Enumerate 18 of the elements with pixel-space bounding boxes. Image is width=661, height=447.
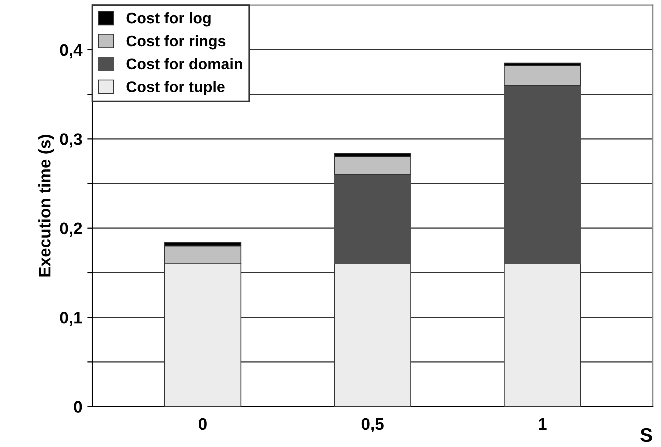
legend-label: Cost for rings xyxy=(126,35,226,50)
y-tick-label: 0 xyxy=(74,401,82,413)
y-tick-label: 0,3 xyxy=(60,134,82,148)
bar xyxy=(334,174,412,264)
legend-label: Cost for domain xyxy=(126,58,242,70)
bar xyxy=(504,85,582,264)
y-tick-label: 0,1 xyxy=(60,312,82,326)
x-tick-label: 0 xyxy=(198,418,207,430)
y-tick-label: 0,4 xyxy=(60,44,83,59)
x-tick-label: 0,5 xyxy=(362,418,384,433)
x-tick-label: 1 xyxy=(539,418,547,430)
legend-label: Cost for tuple xyxy=(126,81,225,96)
bar xyxy=(334,156,412,176)
y-tick-label: 0,2 xyxy=(60,222,82,237)
bar xyxy=(504,66,582,86)
y-axis-title: Execution time (s) xyxy=(38,135,54,277)
legend-label: Cost for log xyxy=(126,12,211,27)
x-axis-title: S xyxy=(640,428,652,442)
